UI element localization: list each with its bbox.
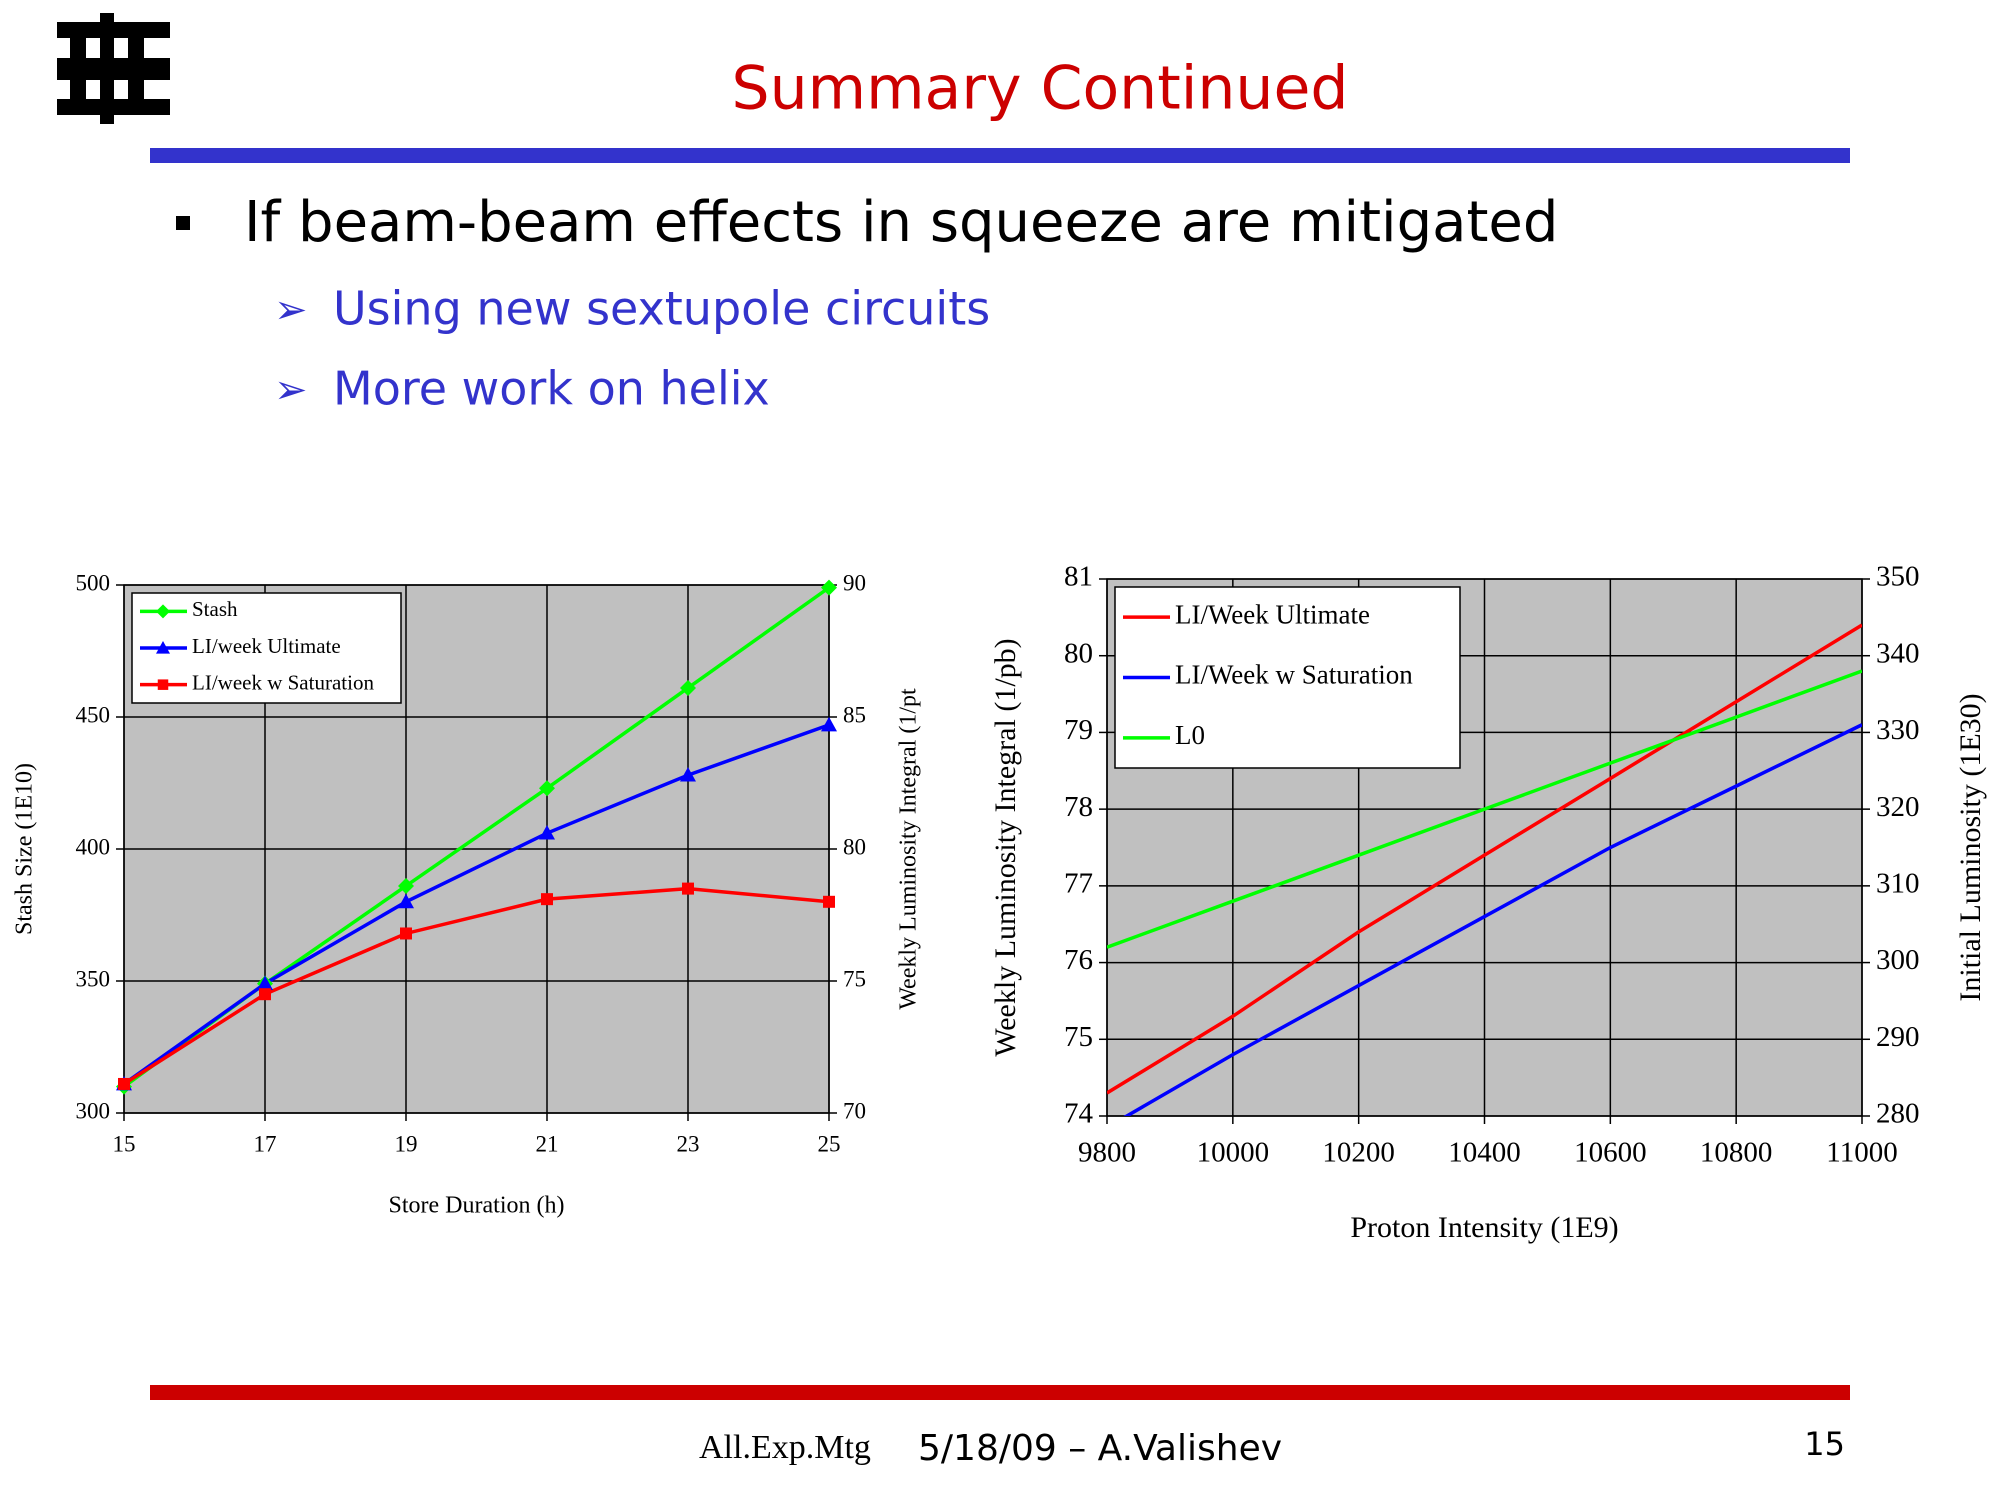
y-tick-label: 400 xyxy=(76,834,111,859)
legend-label: LI/week Ultimate xyxy=(192,634,341,658)
y-tick-label: 350 xyxy=(76,966,111,991)
x-tick-label: 19 xyxy=(395,1131,418,1156)
x-tick-label: 25 xyxy=(818,1131,841,1156)
y2-axis-label: Weekly Luminosity Integral (1/pt xyxy=(896,688,922,1010)
legend-label: LI/Week Ultimate xyxy=(1175,599,1370,629)
marker xyxy=(118,1077,130,1090)
x-tick-label: 23 xyxy=(677,1131,700,1156)
x-tick-label: 17 xyxy=(254,1131,277,1156)
marker xyxy=(398,893,414,909)
y2-tick-label: 80 xyxy=(843,834,866,859)
series-line xyxy=(1107,669,1862,949)
x-tick-label: 21 xyxy=(536,1131,559,1156)
y2-tick-label: 290 xyxy=(1876,1021,1920,1053)
y2-tick-label: 90 xyxy=(843,570,866,595)
y-axis-label: Weekly Luminosity Integral (1/pb) xyxy=(989,638,1022,1056)
marker xyxy=(541,893,553,906)
x-axis-label: Store Duration (h) xyxy=(389,1193,565,1219)
y2-tick-label: 340 xyxy=(1876,637,1920,669)
x-axis-label: Proton Intensity (1E9) xyxy=(1350,1211,1618,1244)
y2-tick-label: 320 xyxy=(1876,791,1920,823)
marker xyxy=(539,780,555,797)
y2-tick-label: 85 xyxy=(843,702,866,727)
marker xyxy=(398,877,414,894)
legend-label: LI/Week w Saturation xyxy=(1175,660,1413,690)
sub-bullet-text: Using new sextupole circuits xyxy=(333,282,990,336)
footer-rule xyxy=(150,1385,1850,1400)
marker xyxy=(682,882,694,895)
y2-tick-label: 280 xyxy=(1876,1098,1920,1130)
x-tick-label: 10200 xyxy=(1322,1137,1395,1169)
footer-meeting: All.Exp.Mtg xyxy=(699,1429,871,1466)
y-tick-label: 77 xyxy=(1064,868,1093,900)
legend: Stash LI/week Ultimate LI/week w Saturatio… xyxy=(131,592,402,704)
y-tick-label: 81 xyxy=(1064,561,1093,593)
y-tick-label: 76 xyxy=(1064,944,1093,976)
marker xyxy=(821,579,837,596)
x-tick-label: 10400 xyxy=(1448,1137,1521,1169)
series-group xyxy=(1107,623,1862,1116)
marker xyxy=(157,679,169,690)
y-tick-label: 300 xyxy=(76,1098,111,1123)
chart: 300 350 400 450 500 70 75 80 85 90 15 17 19 21 23 25 Sto… xyxy=(12,570,922,1218)
marker xyxy=(156,604,170,619)
marker xyxy=(259,988,271,1001)
legend-label: Stash xyxy=(192,597,238,621)
marker xyxy=(257,975,273,991)
sub-bullet-marker: ➢ xyxy=(274,367,308,413)
y-tick-label: 80 xyxy=(1064,637,1093,669)
marker xyxy=(156,641,170,654)
legend: LI/Week Ultimate LI/Week w Saturation L0 xyxy=(1114,586,1461,769)
y2-tick-label: 350 xyxy=(1876,561,1920,593)
series-line xyxy=(124,886,829,1086)
series-line xyxy=(1123,723,1862,1116)
title-rule xyxy=(150,148,1850,163)
y-axis-label: Stash Size (1E10) xyxy=(12,763,38,935)
x-tick-label: 15 xyxy=(113,1131,136,1156)
y2-tick-label: 310 xyxy=(1876,868,1920,900)
logo xyxy=(57,13,170,124)
page-number: 15 xyxy=(1804,1425,1845,1463)
marker xyxy=(821,716,837,732)
y-tick-label: 500 xyxy=(76,570,111,595)
chart: 74 75 76 77 78 79 80 81 280 290 300 310 320 330 340 350… xyxy=(989,561,1987,1244)
x-tick-label: 9800 xyxy=(1078,1137,1136,1169)
y-tick-label: 450 xyxy=(76,702,111,727)
sub-bullet-text: More work on helix xyxy=(333,362,770,416)
y-tick-label: 74 xyxy=(1064,1098,1094,1130)
marker xyxy=(539,825,555,840)
marker xyxy=(823,895,835,908)
legend-label: LI/week w Saturation xyxy=(192,670,374,694)
legend-label: L0 xyxy=(1175,720,1205,750)
plot-frame xyxy=(1106,578,1863,1117)
x-tick-label: 10800 xyxy=(1700,1137,1773,1169)
x-tick-label: 11000 xyxy=(1826,1137,1897,1169)
slide-title: Summary Continued xyxy=(732,54,1349,124)
marker xyxy=(400,927,412,940)
series-group xyxy=(124,586,829,1089)
footer-date: 5/18/09 – A.Valishev xyxy=(918,1428,1282,1469)
series-line xyxy=(1107,623,1862,1095)
legend-box xyxy=(1114,586,1461,769)
marker xyxy=(680,767,696,782)
y2-axis-label: Initial Luminosity (1E30) xyxy=(1954,693,1987,1001)
x-tick-label: 10000 xyxy=(1197,1137,1270,1169)
y2-tick-label: 75 xyxy=(843,966,866,991)
plot-frame xyxy=(123,584,830,1114)
y2-tick-label: 70 xyxy=(843,1098,866,1123)
y2-tick-label: 330 xyxy=(1876,714,1920,746)
marker xyxy=(680,679,696,696)
series-line xyxy=(124,723,829,1086)
y-tick-label: 79 xyxy=(1064,714,1093,746)
y-tick-label: 75 xyxy=(1064,1021,1093,1053)
bullet xyxy=(176,216,190,230)
bullet-text: If beam-beam effects in squeeze are miti… xyxy=(244,190,1558,255)
x-tick-label: 10600 xyxy=(1574,1137,1647,1169)
sub-bullet-marker: ➢ xyxy=(274,287,308,333)
y2-tick-label: 300 xyxy=(1876,944,1920,976)
y-tick-label: 78 xyxy=(1064,791,1093,823)
